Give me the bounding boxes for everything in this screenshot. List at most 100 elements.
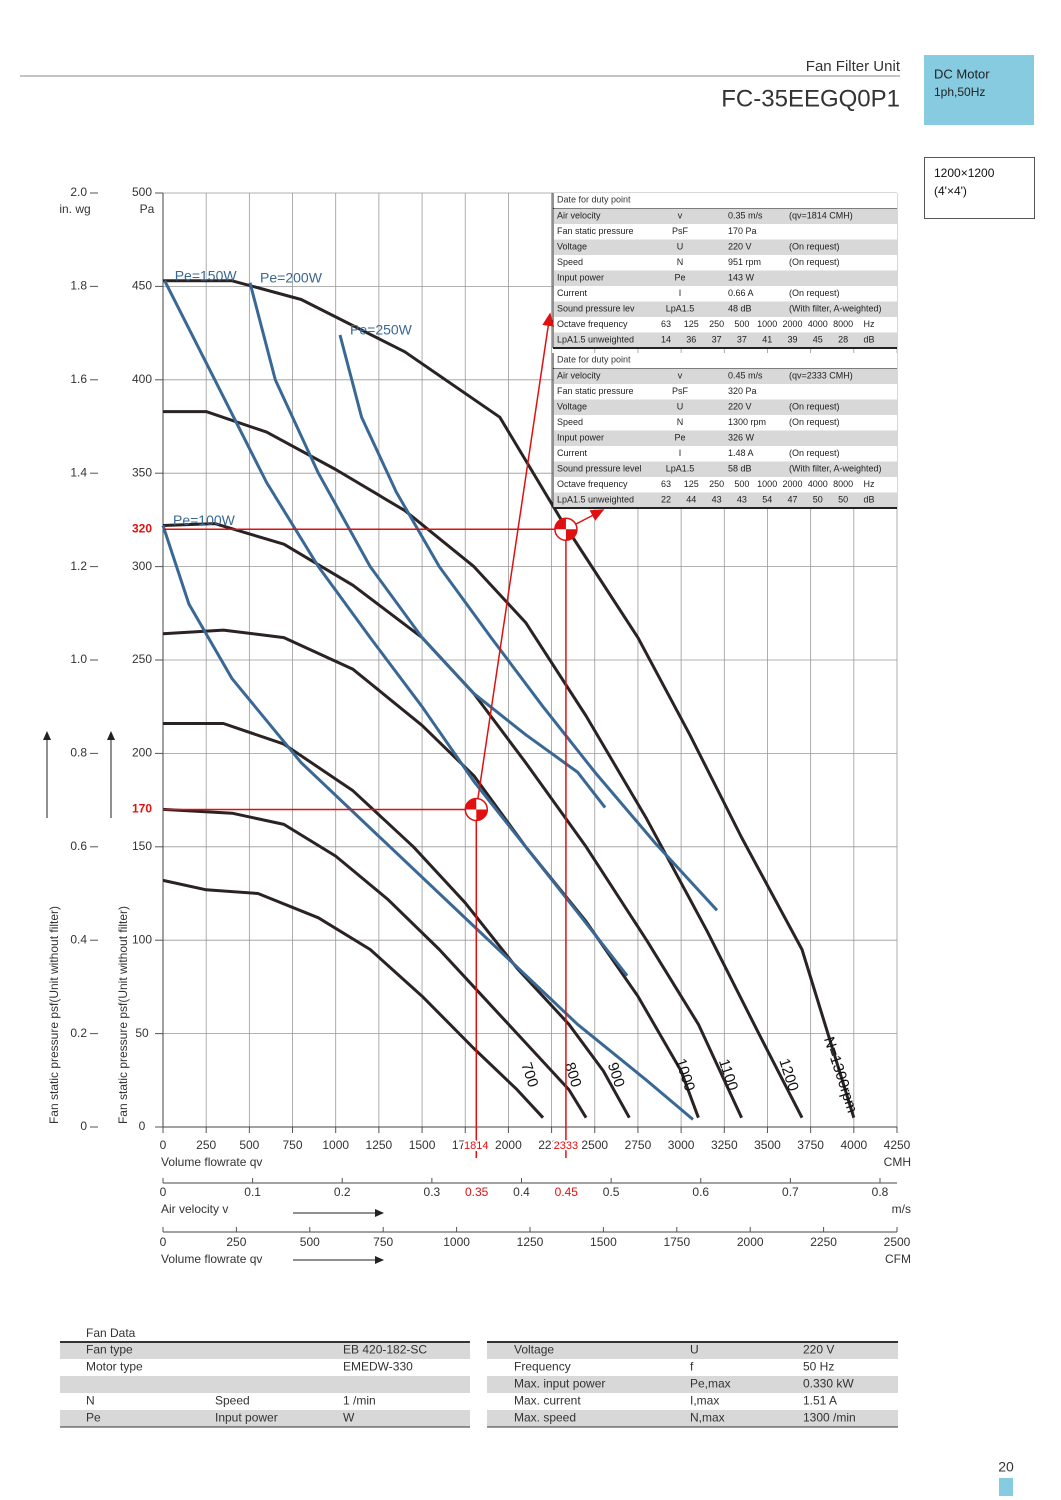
- cell: v: [678, 211, 683, 221]
- cell: 22: [661, 495, 671, 505]
- curve-label: Pe=150W: [175, 267, 238, 283]
- x2-tick-label: 0.5: [603, 1185, 620, 1199]
- x-tick-label: 1250: [366, 1138, 393, 1152]
- y-tick-label: 200: [132, 746, 152, 760]
- cell: (On request): [789, 417, 840, 427]
- cell: I: [679, 448, 682, 458]
- table-stripe: [487, 1376, 898, 1393]
- y2-tick-label: 0.2: [70, 1026, 87, 1040]
- table-stripe: [554, 368, 897, 384]
- curve-label: 900: [604, 1060, 628, 1089]
- fan-data-title: Fan Data: [86, 1326, 136, 1340]
- cell: 320 Pa: [728, 386, 757, 396]
- cell: dB: [863, 335, 874, 345]
- table-stripe: [554, 332, 897, 348]
- cell: U: [677, 402, 684, 412]
- cell: (On request): [789, 242, 840, 252]
- x-tick-label: 2500: [581, 1138, 608, 1152]
- y2-tick-label: 1.8: [70, 279, 87, 293]
- cell: U: [677, 242, 684, 252]
- table-stripe: [554, 270, 897, 286]
- curve-label: 1100: [715, 1057, 741, 1093]
- cell: 1 /min: [343, 1394, 376, 1408]
- y-label: Fan static pressure psf(Unit without fil…: [116, 906, 130, 1124]
- curve: [163, 410, 804, 1119]
- cell: 28: [838, 335, 848, 345]
- cell: 2000: [782, 479, 802, 489]
- y2-tick-label: 1.2: [70, 559, 87, 573]
- cell: 0.330 kW: [803, 1377, 854, 1391]
- y-tick-label: 300: [132, 559, 152, 573]
- x3-tick-label: 1500: [590, 1235, 617, 1249]
- cell: 63: [661, 479, 671, 489]
- cell: LpA1.5 unweighted: [557, 335, 634, 345]
- cell: 14: [661, 335, 671, 345]
- curve: [162, 628, 700, 1119]
- x-tick-label: 2000: [495, 1138, 522, 1152]
- cell: 44: [686, 495, 696, 505]
- cell: 48 dB: [728, 304, 752, 314]
- cell: N: [677, 257, 684, 267]
- cell: Sound pressure lev: [557, 304, 635, 314]
- curve: [163, 279, 856, 1119]
- cell: (qv=2333 CMH): [789, 371, 853, 381]
- cell: 1.51 A: [803, 1394, 837, 1408]
- cell: 8000: [833, 319, 853, 329]
- cell: v: [678, 371, 683, 381]
- y-tick-label: 100: [132, 932, 152, 946]
- curve-label: 700: [518, 1060, 542, 1089]
- cell: Fan static pressure: [557, 226, 634, 236]
- cell: Pe,max: [690, 1377, 731, 1391]
- model: FC-35EEGQ0P1: [721, 85, 900, 112]
- cell: dB: [863, 495, 874, 505]
- curve: [338, 334, 719, 912]
- x-tick-label: 3500: [754, 1138, 781, 1152]
- curve: [162, 878, 545, 1119]
- x3-tick-label: 1250: [517, 1235, 544, 1249]
- cell: 250: [709, 319, 724, 329]
- cell: 50: [813, 495, 823, 505]
- cell: Hz: [864, 479, 875, 489]
- cell: 8000: [833, 479, 853, 489]
- size-ft: (4'×4'): [934, 184, 967, 198]
- cell: Input power: [557, 433, 604, 443]
- cell: Current: [557, 448, 588, 458]
- curve-label: 1000: [672, 1056, 698, 1093]
- y-tick-label: 0: [139, 1119, 146, 1133]
- x2-tick-label: 0.4: [513, 1185, 530, 1199]
- duty-arrow: [475, 312, 555, 810]
- x3-tick-label: 2000: [737, 1235, 764, 1249]
- cell: 500: [734, 319, 749, 329]
- x2-tick-label: 0.3: [424, 1185, 441, 1199]
- cell: Octave frequency: [557, 319, 628, 329]
- duty-flow-label: 1814: [464, 1140, 488, 1152]
- cell: I: [679, 288, 682, 298]
- table-stripe: [554, 399, 897, 415]
- x3-tick-label: 500: [300, 1235, 320, 1249]
- curve: [163, 280, 629, 977]
- cell: (qv=1814 CMH): [789, 211, 853, 221]
- cell: 36: [686, 335, 696, 345]
- x3-tick-label: 1750: [663, 1235, 690, 1249]
- cell: Sound pressure level: [557, 464, 642, 474]
- curve: [161, 525, 694, 1121]
- cell: Current: [557, 288, 588, 298]
- cell: 1300 rpm: [728, 417, 766, 427]
- y-tick-label: 400: [132, 372, 152, 386]
- x-tick-label: 750: [283, 1138, 303, 1152]
- duty-flow-label: 2333: [554, 1140, 578, 1152]
- x3-tick-label: 2250: [810, 1235, 837, 1249]
- curve-label: Pe=250W: [350, 322, 413, 338]
- cell: 37: [737, 335, 747, 345]
- table-stripe: [554, 239, 897, 255]
- cell: 41: [762, 335, 772, 345]
- page-tab: [999, 1478, 1013, 1496]
- x2-tick-label: 0.7: [782, 1185, 799, 1199]
- x-tick-label: 1500: [409, 1138, 436, 1152]
- cell: 220 V: [803, 1343, 834, 1357]
- cell: 50: [838, 495, 848, 505]
- x3-tick-label: 250: [226, 1235, 246, 1249]
- x3-unit: CFM: [885, 1252, 911, 1266]
- size-box: [924, 157, 1035, 219]
- x-label: Volume flowrate qv: [161, 1155, 262, 1169]
